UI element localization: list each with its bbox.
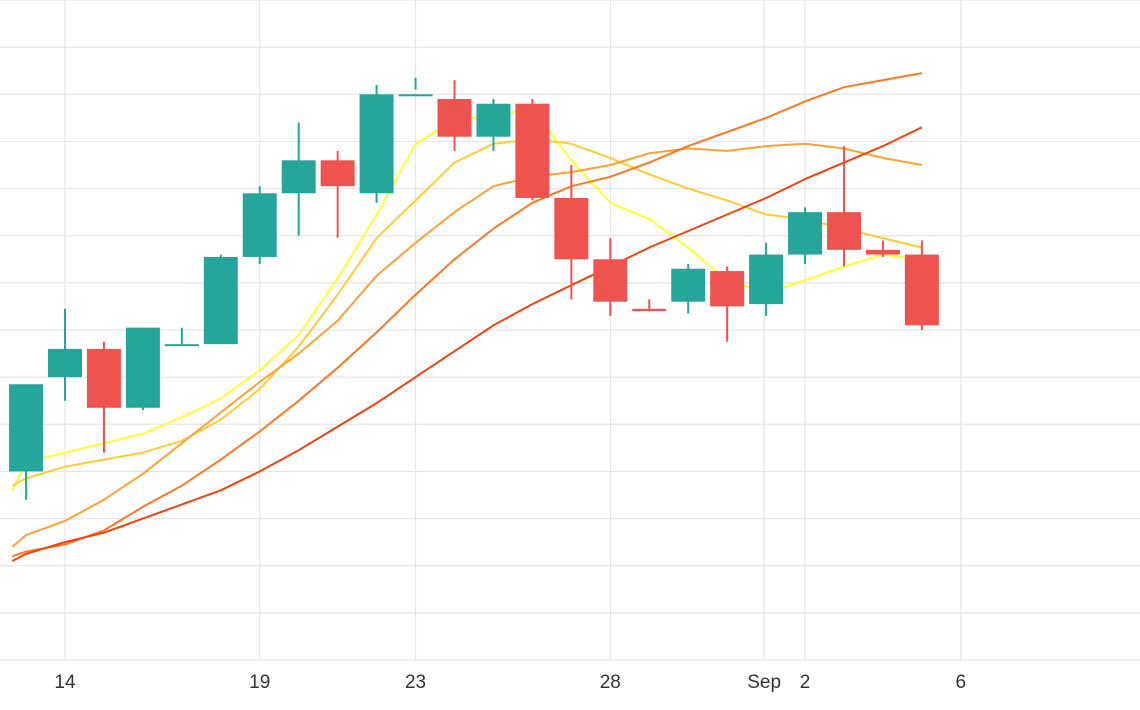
candle-23 xyxy=(398,77,433,97)
moving-average-line-2 xyxy=(11,138,923,487)
candle-body-down xyxy=(86,348,121,408)
x-tick-label: 2 xyxy=(800,672,811,693)
x-tick-label: 6 xyxy=(956,672,967,693)
candle-14 xyxy=(48,308,82,401)
candle-26 xyxy=(515,99,550,201)
candle-body-up xyxy=(281,160,316,194)
candle-13 xyxy=(9,384,44,500)
x-axis-ticks: 14 19 23 28 Sep 2 6 xyxy=(54,672,966,693)
candle-body-up xyxy=(48,348,82,378)
candle-body-down xyxy=(515,103,550,198)
candle-19 xyxy=(242,186,277,264)
candle-27 xyxy=(554,165,589,300)
candle-body-down xyxy=(904,254,939,326)
candle-body-down xyxy=(865,249,900,255)
candle-body-down xyxy=(827,212,861,250)
candle-body-down xyxy=(320,160,355,187)
candle-24 xyxy=(437,80,472,151)
candle-body-up xyxy=(359,94,394,194)
candle-29 xyxy=(632,299,667,312)
candle-17 xyxy=(164,327,199,347)
candles xyxy=(9,77,939,500)
moving-average-lines xyxy=(11,72,923,562)
candle-36 xyxy=(904,240,939,330)
candle-32 xyxy=(749,242,784,316)
candle-body-up xyxy=(476,103,511,137)
candle-33 xyxy=(788,207,823,264)
candle-16 xyxy=(125,327,160,411)
candle-body-up xyxy=(9,384,44,472)
candle-15 xyxy=(86,341,121,453)
candle-20 xyxy=(281,122,316,236)
moving-average-line-5 xyxy=(11,126,923,562)
candle-body-up xyxy=(203,256,238,345)
x-tick-label: Sep xyxy=(747,672,781,693)
candle-body-up xyxy=(788,212,823,255)
moving-average-line-4 xyxy=(12,72,923,558)
candle-25 xyxy=(476,99,511,151)
candle-body-down xyxy=(632,308,667,312)
candle-body-up xyxy=(398,94,433,97)
candle-31 xyxy=(710,266,745,342)
candle-body-up xyxy=(242,193,277,257)
moving-average-line-1 xyxy=(11,107,923,491)
candle-18 xyxy=(203,254,238,345)
candle-30 xyxy=(671,264,706,314)
candle-body-down xyxy=(710,271,745,307)
x-tick-label: 23 xyxy=(405,672,426,693)
candle-35 xyxy=(865,240,900,257)
grid-lines xyxy=(0,0,1140,661)
candle-body-up xyxy=(164,344,199,347)
candle-body-down xyxy=(593,259,628,302)
candle-body-down xyxy=(554,198,589,260)
moving-average-line-3 xyxy=(11,142,923,548)
candle-body-up xyxy=(671,268,706,302)
candle-body-down xyxy=(437,99,472,137)
candle-21 xyxy=(320,150,355,238)
candle-28 xyxy=(593,238,628,316)
x-tick-label: 19 xyxy=(249,672,270,693)
x-tick-label: 28 xyxy=(600,672,621,693)
candle-body-up xyxy=(125,327,160,408)
x-tick-label: 14 xyxy=(54,672,76,693)
candle-body-up xyxy=(749,254,784,305)
candle-22 xyxy=(359,84,394,203)
candle-34 xyxy=(827,146,861,267)
